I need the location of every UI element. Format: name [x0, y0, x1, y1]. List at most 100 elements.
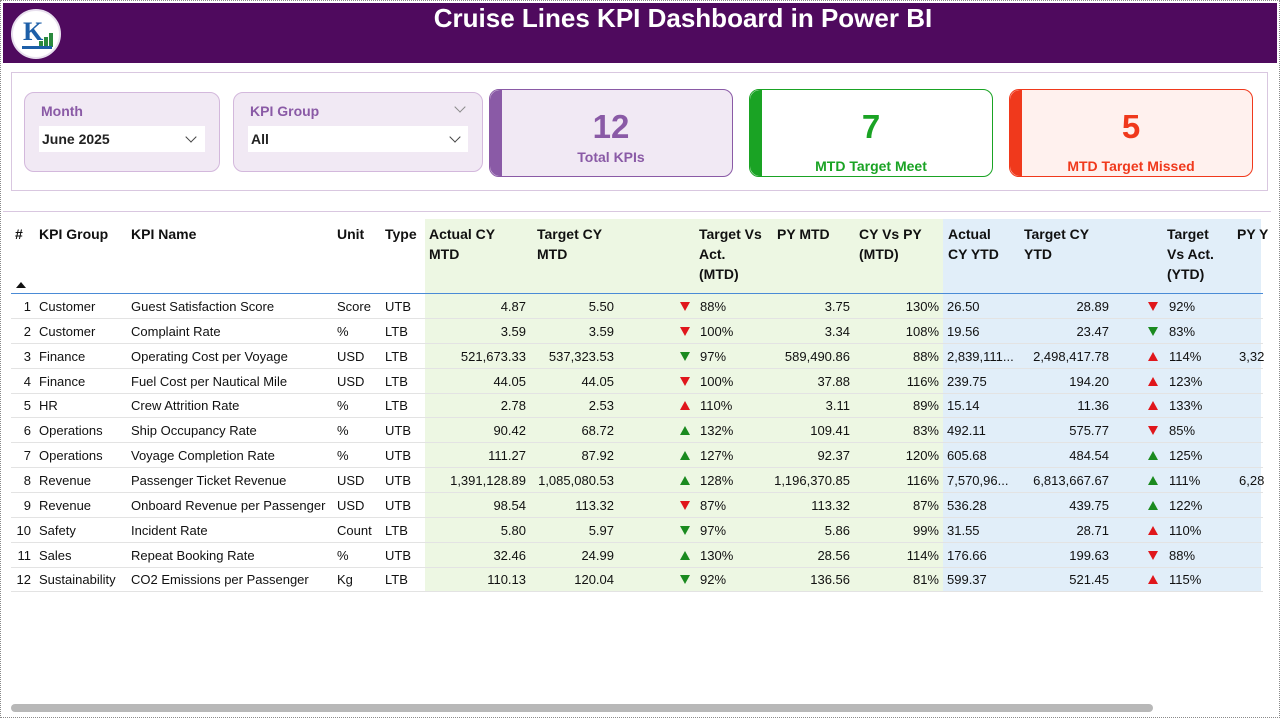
arrow-down-icon: [680, 525, 690, 535]
chevron-down-icon[interactable]: [454, 101, 466, 113]
col-header-kpi-group[interactable]: KPI Group: [39, 226, 109, 242]
col-header-target-cy-ytd[interactable]: Target CY YTD: [1024, 226, 1090, 262]
ytd-column-band: [943, 219, 1261, 591]
cell-num: 9: [23, 497, 31, 513]
cell-py-mtd: 113.32: [811, 497, 850, 513]
cell-type: LTB: [385, 398, 408, 414]
horizontal-scrollbar[interactable]: [11, 704, 1153, 712]
table-row[interactable]: 2 Customer Complaint Rate% LTB 3.59 3.59 100% 3…: [3, 319, 1271, 344]
cell-target-cy-mtd: 1,085,080.53: [538, 472, 614, 488]
table-row[interactable]: 9 Revenue Onboard Revenue per Passenger USD…: [3, 493, 1271, 518]
table-row[interactable]: 3 Finance Operating Cost per Voyage USD LTB 5…: [3, 344, 1271, 369]
cell-num: 6: [23, 423, 31, 439]
cell-kpi-name: Complaint Rate: [131, 323, 221, 339]
cell-target-cy-ytd: 28.71: [1076, 522, 1109, 538]
col-header-type[interactable]: Type: [385, 226, 417, 242]
cell-actual-cy-mtd: 110.13: [487, 572, 526, 588]
mtd-target-missed-value: 5: [1121, 108, 1141, 145]
cell-target-cy-ytd: 23.47: [1076, 323, 1109, 339]
col-header-target-vs-act-mtd[interactable]: Target Vs Act. (MTD): [699, 226, 762, 282]
mtd-target-missed-card: 5 MTD Target Missed: [1009, 89, 1253, 177]
cell-py-ytd: 3,32: [1239, 348, 1265, 364]
company-logo: K: [11, 9, 61, 59]
cell-target-vs-act-ytd: 115%: [1169, 572, 1202, 588]
row-divider: [11, 516, 1263, 518]
arrow-up-icon: [680, 475, 690, 485]
table-row[interactable]: 12 Sustainability CO2 Emissions per Passen…: [3, 567, 1271, 593]
table-row[interactable]: 10 Safety Incident Rate Count LTB 5.80 5.97 97%…: [3, 518, 1271, 543]
cell-target-vs-act-mtd: 127%: [700, 448, 734, 464]
col-header-target-cy-mtd[interactable]: Target CY MTD: [537, 226, 603, 262]
table-row[interactable]: 11 Sales Repeat Booking Rate% UTB 32.46 24.99…: [3, 543, 1271, 568]
row-divider: [11, 491, 1263, 493]
cell-unit: USD: [337, 497, 365, 513]
cell-actual-cy-ytd: 31.55: [947, 522, 980, 538]
kpi-group-slicer[interactable]: KPI Group All: [233, 92, 483, 172]
cell-type: UTB: [385, 547, 411, 563]
cell-target-cy-ytd: 28.89: [1076, 299, 1109, 314]
header-bar: K Cruise Lines KPI Dashboard in Power BI: [3, 3, 1277, 63]
cell-kpi-group: Revenue: [39, 472, 92, 488]
cell-kpi-name: Incident Rate: [131, 522, 208, 538]
cell-actual-cy-mtd: 5.80: [500, 522, 526, 538]
cell-py-mtd: 92.37: [817, 448, 850, 464]
arrow-down-icon: [680, 575, 690, 585]
cell-target-vs-act-ytd: 85%: [1169, 423, 1196, 439]
row-divider: [11, 442, 1263, 444]
row-divider: [11, 392, 1263, 394]
cell-unit: Score: [337, 299, 371, 314]
col-header-target-vs-act-ytd[interactable]: Target Vs Act. (YTD): [1167, 226, 1214, 282]
col-header-kpi-name[interactable]: KPI Name: [131, 226, 197, 242]
cell-kpi-group: Safety: [39, 522, 76, 538]
arrow-up-icon: [680, 451, 690, 461]
table-row[interactable]: 1 Customer Guest Satisfaction Score Score UT…: [3, 294, 1271, 319]
cell-kpi-group: Sustainability: [39, 572, 116, 588]
total-kpis-card: 12 Total KPIs: [489, 89, 733, 177]
cell-target-cy-ytd: 521.45: [1069, 572, 1109, 588]
cell-kpi-group: Customer: [39, 323, 96, 339]
col-header-py-ytd[interactable]: PY Y: [1237, 226, 1269, 242]
table-row[interactable]: 5 HR Crew Attrition Rate% LTB 2.78 2.53 110% 3.…: [3, 393, 1271, 419]
arrow-down-icon: [680, 326, 690, 336]
cell-kpi-group: Sales: [39, 547, 72, 563]
arrow-down-icon: [1148, 426, 1158, 436]
cell-cy-vs-py-mtd: 130%: [905, 299, 939, 314]
cell-cy-vs-py-mtd: 120%: [905, 448, 939, 464]
kpi-group-dropdown[interactable]: All: [248, 126, 468, 152]
chevron-down-icon[interactable]: [449, 131, 461, 143]
table-row[interactable]: 7 Operations Voyage Completion Rate% UTB 111…: [3, 443, 1271, 469]
col-header-actual-cy-mtd[interactable]: Actual CY MTD: [429, 226, 496, 262]
total-kpis-value: 12: [592, 108, 630, 145]
arrow-up-icon: [680, 550, 690, 560]
cell-target-cy-ytd: 575.77: [1069, 423, 1109, 439]
cell-kpi-name: Fuel Cost per Nautical Mile: [131, 373, 288, 389]
col-header-py-mtd[interactable]: PY MTD: [777, 226, 830, 242]
month-slicer[interactable]: Month June 2025: [24, 92, 220, 172]
sort-ascending-icon[interactable]: [16, 282, 26, 288]
table-row[interactable]: 4 Finance Fuel Cost per Nautical Mile USD LT…: [3, 369, 1271, 394]
cell-cy-vs-py-mtd: 116%: [906, 472, 939, 488]
col-header-cy-vs-py-mtd[interactable]: CY Vs PY (MTD): [859, 226, 922, 262]
cell-num: 4: [23, 373, 31, 389]
cell-py-mtd: 5.86: [824, 522, 850, 538]
col-header-unit[interactable]: Unit: [337, 226, 365, 242]
cell-actual-cy-ytd: 239.75: [947, 373, 987, 389]
cell-kpi-group: Revenue: [39, 497, 92, 513]
table-row[interactable]: 6 Operations Ship Occupancy Rate% UTB 90.42 6…: [3, 418, 1271, 444]
cell-actual-cy-mtd: 44.05: [493, 373, 526, 389]
row-divider: [11, 467, 1263, 469]
cell-kpi-name: Ship Occupancy Rate: [131, 423, 257, 439]
cell-cy-vs-py-mtd: 81%: [912, 572, 939, 588]
month-dropdown[interactable]: June 2025: [39, 126, 205, 152]
table-row[interactable]: 8 Revenue Passenger Ticket Revenue USD UTB 1,…: [3, 468, 1271, 493]
cell-actual-cy-mtd: 2.78: [500, 398, 526, 414]
col-header-num[interactable]: #: [15, 226, 23, 242]
chevron-down-icon[interactable]: [185, 131, 197, 143]
arrow-up-icon: [1148, 451, 1158, 461]
cell-actual-cy-mtd: 4.87: [500, 299, 526, 314]
cell-kpi-name: Operating Cost per Voyage: [131, 348, 288, 364]
col-header-actual-cy-ytd[interactable]: Actual CY YTD: [948, 226, 999, 262]
cell-py-mtd: 1,196,370.85: [774, 472, 850, 488]
cell-target-cy-mtd: 3.59: [588, 323, 614, 339]
cell-target-vs-act-ytd: 88%: [1169, 547, 1196, 563]
